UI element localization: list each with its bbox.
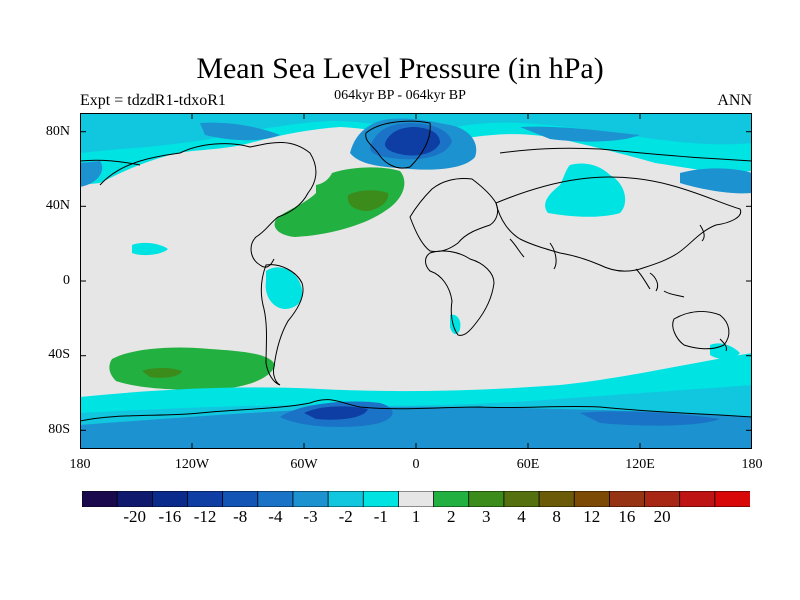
colorbar-swatch bbox=[257, 491, 294, 507]
colorbar-label: -20 bbox=[123, 507, 147, 526]
lon-label-0: 0 bbox=[412, 457, 420, 472]
colorbar-swatch bbox=[679, 491, 716, 507]
colorbar-swatch bbox=[82, 491, 119, 507]
colorbar-swatch bbox=[433, 491, 470, 507]
colorbar-swatch bbox=[468, 491, 505, 507]
colorbar-swatch bbox=[362, 491, 400, 507]
colorbar-swatch bbox=[327, 491, 365, 507]
colorbar-label: 4 bbox=[517, 507, 526, 526]
colorbar-swatch bbox=[503, 491, 540, 507]
coastlines bbox=[80, 120, 752, 422]
south-pacific-high bbox=[109, 347, 275, 390]
colorbar-swatch bbox=[714, 491, 750, 507]
lon-label-120e: 120E bbox=[625, 457, 655, 472]
colorbar bbox=[82, 491, 750, 507]
colorbar-swatch bbox=[398, 491, 435, 507]
colorbar-label: 16 bbox=[618, 507, 636, 526]
lon-label-120w: 120W bbox=[174, 457, 210, 472]
lat-label-80n: 80N bbox=[45, 124, 70, 139]
colorbar-label: -12 bbox=[193, 507, 217, 526]
southern-africa-cyan-patch bbox=[450, 314, 461, 335]
lon-label-180e: 180 bbox=[741, 457, 763, 472]
colorbar-label: -16 bbox=[158, 507, 182, 526]
north-atlantic-high bbox=[274, 167, 405, 237]
colorbar-label: -3 bbox=[303, 507, 318, 526]
north-atlantic-high-core bbox=[347, 190, 389, 211]
lon-label-60e: 60E bbox=[516, 457, 540, 472]
lat-label-eq: 0 bbox=[63, 273, 70, 288]
colorbar-swatch bbox=[292, 491, 330, 507]
colorbar-label: -2 bbox=[338, 507, 353, 526]
chart-title: Mean Sea Level Pressure (in hPa) bbox=[196, 52, 604, 85]
southern-ocean-band-3 bbox=[80, 406, 752, 449]
pacific-cyan-patch bbox=[132, 242, 168, 256]
map-plot bbox=[80, 113, 752, 449]
colorbar-label: 12 bbox=[583, 507, 601, 526]
antarctic-low-core bbox=[304, 406, 368, 420]
arctic-negative-3 bbox=[80, 122, 752, 194]
colorbar-label: -4 bbox=[268, 507, 283, 526]
south-pacific-high-core bbox=[142, 368, 182, 378]
colorbar-label: 3 bbox=[482, 507, 491, 526]
colorbar-swatch bbox=[608, 491, 646, 507]
experiment-label: Expt = tdzdR1-tdxoR1 bbox=[80, 92, 226, 109]
colorbar-label: 1 bbox=[411, 507, 421, 526]
colorbar-label: 20 bbox=[653, 507, 671, 526]
colorbar-label: -1 bbox=[373, 507, 388, 526]
lon-label-180w: 180 bbox=[69, 457, 91, 472]
lat-label-40n: 40N bbox=[45, 198, 70, 213]
antarctic-low bbox=[280, 401, 720, 427]
lon-label-60w: 60W bbox=[290, 457, 318, 472]
colorbar-swatch bbox=[644, 491, 681, 507]
lat-label-80s: 80S bbox=[48, 422, 70, 437]
south-america-cyan-patch bbox=[265, 267, 303, 309]
greenland-low-core bbox=[384, 127, 440, 156]
chart-subtitle: 064kyr BP - 064kyr BP bbox=[334, 88, 466, 103]
colorbar-swatch bbox=[187, 491, 224, 507]
colorbar-label: 2 bbox=[446, 507, 456, 526]
colorbar-swatch bbox=[116, 491, 154, 507]
colorbar-swatch bbox=[538, 491, 576, 507]
colorbar-label: 8 bbox=[552, 507, 561, 526]
colorbar-label: -8 bbox=[233, 507, 248, 526]
lat-label-40s: 40S bbox=[48, 347, 70, 362]
colorbar-swatch bbox=[222, 491, 259, 507]
colorbar-swatch bbox=[151, 491, 189, 507]
season-label: ANN bbox=[717, 92, 752, 109]
colorbar-swatch bbox=[573, 491, 611, 507]
